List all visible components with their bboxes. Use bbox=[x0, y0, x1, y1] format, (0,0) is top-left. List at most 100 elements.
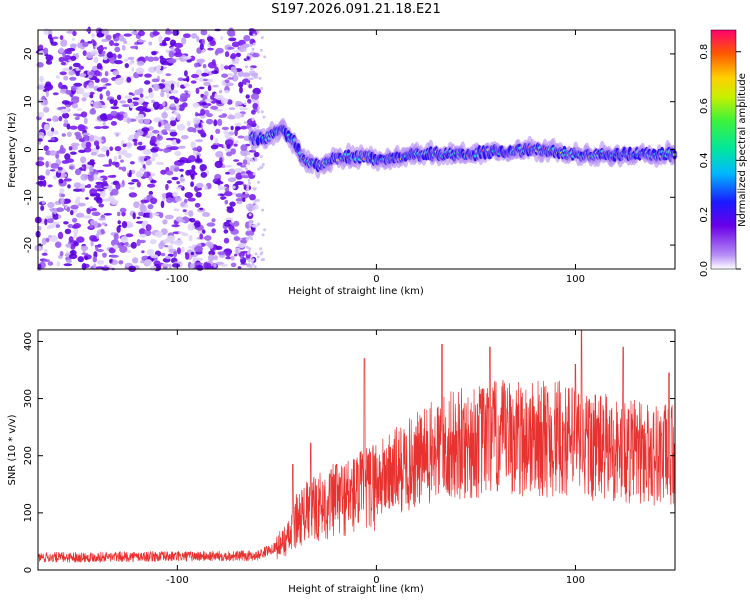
noise-blob bbox=[173, 250, 177, 258]
noise-blob bbox=[43, 145, 49, 152]
snr-ytick-label: 0 bbox=[23, 567, 34, 573]
noise-blob bbox=[90, 240, 94, 247]
noise-blob bbox=[182, 56, 192, 60]
spectrogram-xtick-label: 0 bbox=[373, 274, 379, 285]
noise-blob bbox=[235, 248, 239, 256]
noise-blob bbox=[166, 235, 176, 242]
noise-blob bbox=[214, 93, 218, 99]
noise-blob bbox=[253, 265, 257, 269]
noise-blob bbox=[101, 125, 109, 129]
noise-blob bbox=[92, 40, 97, 47]
noise-blob bbox=[170, 46, 175, 50]
noise-blob bbox=[122, 143, 127, 148]
noise-blob bbox=[71, 96, 80, 101]
noise-blob bbox=[260, 165, 264, 169]
noise-blob bbox=[71, 145, 78, 151]
noise-blob bbox=[252, 99, 256, 102]
noise-blob bbox=[43, 248, 48, 254]
noise-blob bbox=[250, 72, 259, 77]
noise-blob bbox=[137, 30, 145, 37]
noise-blob bbox=[233, 220, 240, 227]
noise-blob bbox=[226, 206, 233, 209]
noise-blob bbox=[173, 111, 179, 116]
noise-blob bbox=[73, 188, 82, 192]
noise-blob bbox=[63, 75, 69, 81]
noise-blob bbox=[206, 36, 214, 42]
noise-blob bbox=[76, 196, 81, 200]
noise-blob bbox=[149, 212, 153, 220]
noise-blob bbox=[43, 47, 49, 55]
noise-blob bbox=[83, 117, 88, 125]
noise-blob bbox=[139, 93, 144, 98]
noise-blob bbox=[95, 245, 99, 251]
noise-blob bbox=[45, 215, 53, 219]
noise-blob bbox=[206, 222, 216, 227]
noise-blob bbox=[85, 141, 92, 149]
noise-blob bbox=[38, 175, 46, 181]
noise-blob bbox=[189, 263, 196, 269]
noise-blob bbox=[62, 67, 71, 72]
noise-blob bbox=[249, 265, 253, 269]
noise-blob bbox=[240, 125, 248, 130]
noise-blob bbox=[158, 121, 162, 128]
noise-blob bbox=[83, 134, 89, 142]
noise-blob bbox=[207, 254, 215, 262]
noise-blob bbox=[136, 60, 145, 66]
noise-blob bbox=[93, 56, 99, 64]
noise-blob bbox=[120, 183, 124, 188]
noise-blob bbox=[128, 192, 138, 198]
colorbar-tick-label: 0.4 bbox=[699, 152, 710, 168]
noise-blob bbox=[203, 262, 209, 269]
noise-blob bbox=[52, 36, 59, 40]
noise-blob bbox=[240, 255, 244, 260]
noise-blob bbox=[187, 197, 196, 202]
snr-ytick-label: 200 bbox=[23, 446, 34, 465]
noise-blob bbox=[200, 171, 208, 178]
noise-blob bbox=[188, 234, 193, 242]
noise-blob bbox=[187, 93, 191, 98]
noise-blob bbox=[257, 167, 261, 171]
noise-blob bbox=[98, 54, 105, 57]
noise-blob bbox=[95, 181, 104, 185]
noise-blob bbox=[80, 245, 89, 251]
noise-blob bbox=[117, 220, 121, 225]
noise-blob bbox=[74, 131, 81, 137]
noise-blob bbox=[227, 115, 237, 120]
noise-blob bbox=[48, 235, 52, 238]
noise-blob bbox=[215, 128, 221, 134]
noise-blob bbox=[118, 166, 123, 170]
noise-blob bbox=[247, 178, 251, 182]
noise-blob bbox=[93, 140, 100, 147]
noise-blob bbox=[62, 112, 70, 119]
noise-blob bbox=[59, 71, 67, 76]
noise-blob bbox=[251, 52, 260, 58]
noise-blob bbox=[230, 125, 234, 131]
noise-blob bbox=[254, 199, 258, 203]
noise-blob bbox=[68, 236, 74, 243]
noise-blob bbox=[176, 138, 181, 144]
noise-blob bbox=[196, 182, 204, 189]
noise-blob bbox=[70, 204, 79, 210]
noise-blob bbox=[235, 101, 243, 106]
noise-blob bbox=[250, 77, 254, 81]
noise-blob bbox=[183, 33, 191, 38]
noise-blob bbox=[88, 134, 95, 142]
noise-blob bbox=[231, 41, 240, 48]
noise-blob bbox=[126, 141, 133, 149]
noise-blob bbox=[154, 231, 164, 238]
noise-blob bbox=[89, 193, 96, 197]
noise-blob bbox=[196, 36, 200, 42]
noise-blob bbox=[58, 47, 64, 54]
noise-blob bbox=[71, 251, 75, 256]
noise-blob bbox=[37, 141, 42, 145]
noise-blob bbox=[199, 233, 204, 240]
noise-blob bbox=[117, 54, 122, 59]
noise-blob bbox=[245, 65, 248, 69]
noise-blob bbox=[113, 233, 119, 241]
noise-blob bbox=[79, 73, 87, 78]
noise-blob bbox=[76, 236, 85, 243]
noise-blob bbox=[236, 162, 243, 166]
noise-blob bbox=[144, 80, 151, 85]
noise-blob bbox=[83, 164, 87, 172]
